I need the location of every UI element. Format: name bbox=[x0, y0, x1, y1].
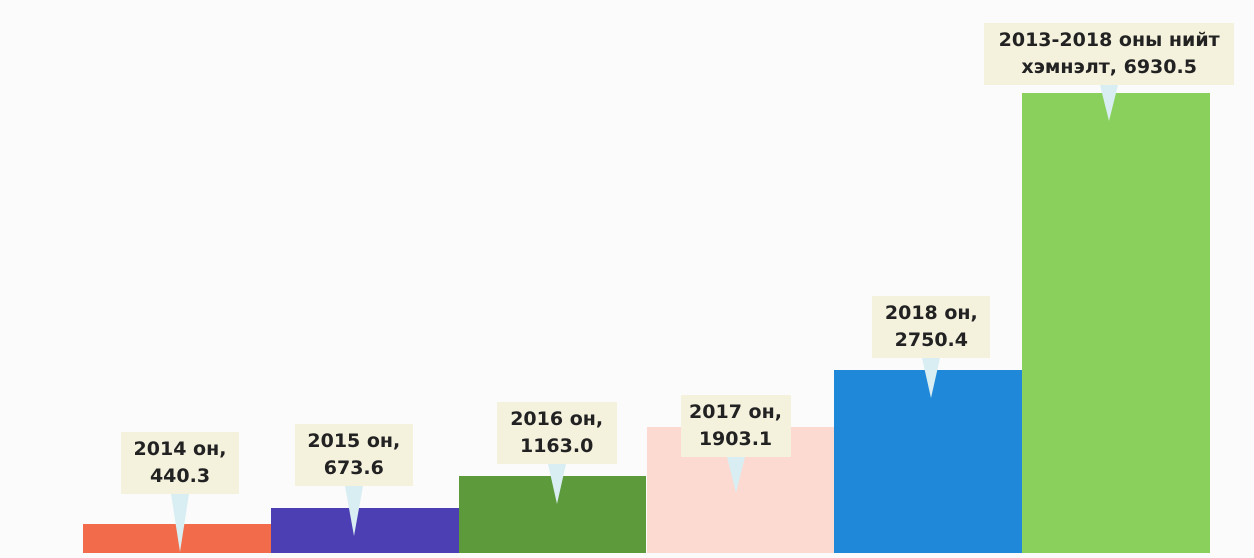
bar bbox=[270, 508, 459, 553]
callout: 2016 он, 1163.0 bbox=[496, 401, 617, 464]
category-label: 2018 он, bbox=[884, 302, 978, 325]
category-label: 2013-2018 оны нийт хэмнэлт, bbox=[998, 28, 1220, 78]
callout: 2014 он, 440.3 bbox=[121, 431, 239, 494]
callout: 2013-2018 оны нийт хэмнэлт, 6930.5 bbox=[984, 22, 1235, 85]
callout: 2018 он, 2750.4 bbox=[872, 296, 991, 359]
value-label: 2750.4 bbox=[894, 329, 968, 352]
value-label: 6930.5 bbox=[1123, 55, 1197, 78]
bar bbox=[834, 370, 1023, 553]
category-label: 2015 он, bbox=[307, 430, 401, 453]
value-label: 1903.1 bbox=[698, 427, 773, 450]
bar bbox=[1022, 92, 1210, 553]
category-label: 2014 он, bbox=[133, 437, 227, 460]
callout: 2015 он, 673.6 bbox=[294, 424, 413, 487]
value-label: 1163.0 bbox=[519, 434, 594, 457]
callout-pointer bbox=[171, 493, 189, 552]
callout-pointer bbox=[922, 358, 941, 399]
category-label: 2017 он, bbox=[689, 400, 782, 423]
callout: 2017 он, 1903.1 bbox=[680, 394, 791, 457]
category-label: 2016 он, bbox=[510, 407, 604, 430]
value-label: 440.3 bbox=[149, 464, 211, 487]
callout-pointer bbox=[1100, 84, 1119, 121]
callout-pointer bbox=[344, 486, 363, 537]
value-label: 673.6 bbox=[323, 457, 384, 480]
callout-pointer bbox=[726, 456, 745, 493]
callout-pointer bbox=[547, 463, 566, 504]
